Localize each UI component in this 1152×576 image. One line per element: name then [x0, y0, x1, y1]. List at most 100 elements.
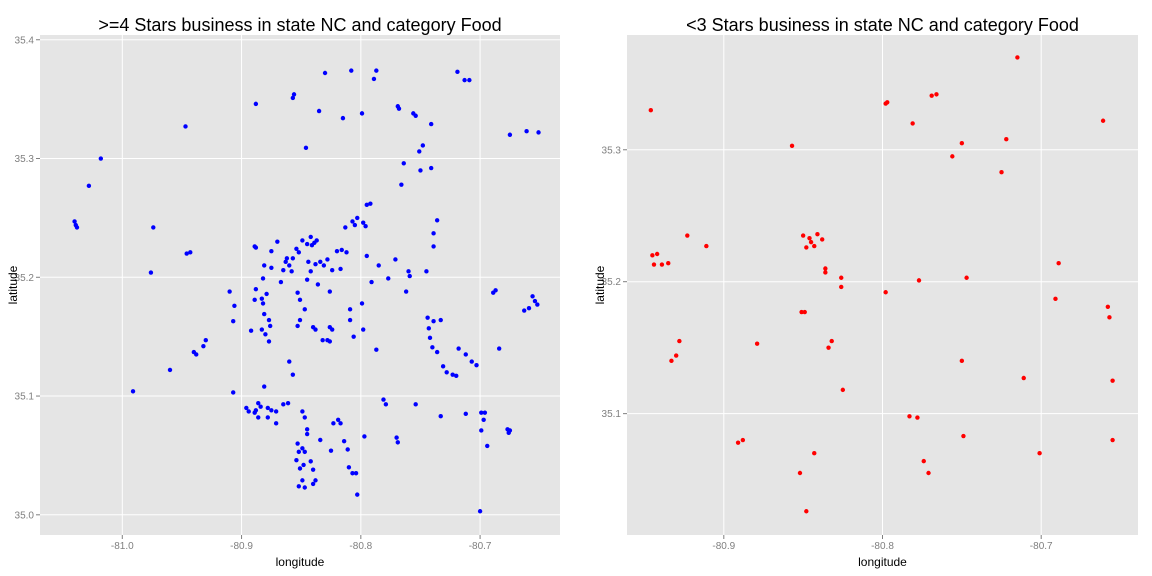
point	[839, 275, 844, 280]
x-tick-label: -80.8	[349, 541, 372, 552]
plot-background	[40, 35, 560, 535]
point	[431, 244, 436, 249]
point	[296, 484, 302, 489]
point	[386, 276, 391, 281]
point	[950, 154, 955, 159]
point	[434, 349, 440, 355]
point	[252, 297, 257, 303]
point	[374, 68, 379, 73]
point	[265, 405, 270, 411]
point	[374, 347, 379, 352]
point	[450, 372, 455, 377]
point	[345, 447, 350, 452]
point	[371, 76, 377, 82]
point	[260, 301, 266, 306]
point	[269, 265, 274, 270]
y-tick-label: 35.2	[602, 277, 622, 288]
point	[396, 106, 402, 111]
point	[420, 143, 426, 148]
point	[481, 417, 486, 422]
point	[650, 253, 655, 258]
point	[477, 509, 483, 514]
point	[304, 427, 310, 432]
point	[300, 478, 305, 483]
point	[394, 435, 399, 440]
point	[338, 266, 343, 272]
point	[269, 408, 274, 413]
point	[812, 451, 817, 456]
point	[456, 346, 461, 351]
point	[297, 466, 303, 471]
point	[428, 165, 434, 171]
point	[885, 100, 890, 105]
point	[427, 335, 433, 341]
point	[231, 390, 236, 395]
point	[424, 269, 429, 274]
point	[496, 346, 502, 351]
x-tick-label: -80.9	[230, 541, 253, 552]
point	[434, 218, 440, 223]
point	[295, 323, 300, 329]
point	[438, 317, 443, 323]
point	[262, 384, 267, 389]
point	[315, 282, 321, 287]
point	[454, 373, 459, 379]
point	[304, 431, 310, 437]
point	[355, 492, 360, 497]
point	[666, 261, 671, 266]
point	[246, 409, 251, 414]
point	[287, 359, 292, 364]
point	[338, 421, 343, 426]
point	[330, 267, 335, 273]
point	[532, 298, 538, 304]
point	[685, 233, 690, 238]
point	[413, 113, 418, 118]
point	[361, 327, 366, 332]
point	[800, 233, 806, 238]
point	[253, 245, 259, 250]
y-tick-label: 35.1	[15, 392, 35, 403]
point	[1100, 118, 1106, 123]
point	[266, 317, 272, 323]
chart-title: >=4 Stars business in state NC and categ…	[98, 15, 501, 35]
point	[364, 202, 369, 208]
point	[281, 402, 286, 407]
point	[823, 266, 828, 271]
point	[297, 317, 303, 323]
point	[344, 250, 349, 255]
point	[248, 328, 254, 333]
point	[426, 326, 432, 331]
point	[522, 308, 527, 313]
point	[659, 262, 665, 267]
point	[493, 288, 498, 293]
point	[479, 428, 484, 433]
point	[1037, 451, 1042, 456]
point	[369, 279, 374, 285]
point	[265, 415, 270, 420]
point	[275, 239, 280, 244]
point	[308, 234, 313, 240]
point	[295, 441, 300, 446]
point	[804, 245, 809, 250]
point	[536, 130, 541, 135]
point	[302, 415, 307, 420]
point	[1056, 261, 1061, 266]
point	[256, 415, 261, 420]
point	[302, 449, 307, 455]
point	[507, 428, 513, 433]
point	[1053, 296, 1058, 302]
point	[462, 77, 467, 83]
point	[201, 343, 206, 349]
point	[406, 269, 411, 274]
point	[401, 161, 406, 166]
point	[340, 115, 346, 121]
point	[294, 246, 299, 251]
point	[341, 438, 347, 444]
point	[321, 263, 327, 268]
point	[934, 92, 939, 97]
point	[921, 458, 926, 464]
point	[430, 345, 435, 350]
point	[188, 250, 193, 255]
point	[310, 481, 316, 487]
point	[418, 168, 423, 173]
